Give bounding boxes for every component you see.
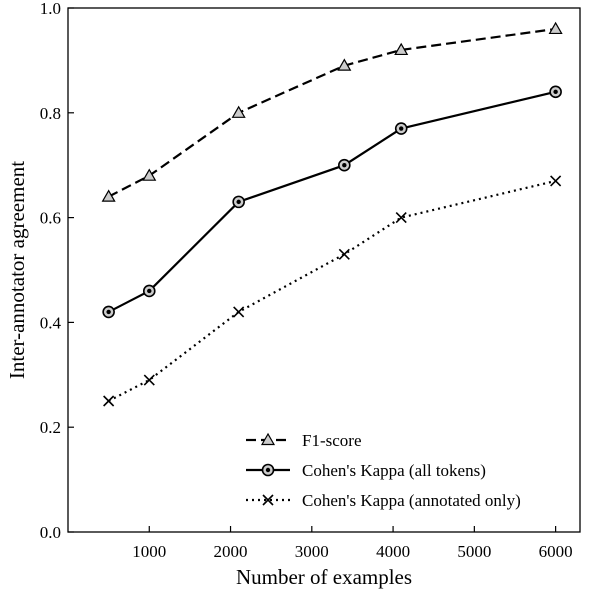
y-tick-label: 0.8 bbox=[40, 104, 61, 123]
x-tick-label: 2000 bbox=[214, 542, 248, 561]
legend-marker bbox=[262, 494, 274, 506]
x-tick-label: 3000 bbox=[295, 542, 329, 561]
x-tick-label: 4000 bbox=[376, 542, 410, 561]
data-point bbox=[394, 42, 409, 56]
data-point bbox=[549, 85, 562, 99]
x-axis-title: Number of examples bbox=[236, 565, 412, 589]
legend-item: Cohen's Kappa (all tokens) bbox=[246, 461, 486, 480]
series-line bbox=[108, 27, 556, 198]
y-tick-label: 0.0 bbox=[40, 523, 61, 542]
marker-x-stroke bbox=[550, 175, 562, 187]
legend-item: Cohen's Kappa (annotated only) bbox=[246, 491, 521, 510]
legend-marker bbox=[261, 463, 275, 477]
series-3 bbox=[103, 175, 562, 407]
data-point bbox=[143, 374, 155, 386]
marker-x-stroke bbox=[233, 306, 245, 318]
series-2 bbox=[102, 85, 562, 319]
marker-inner-dot bbox=[147, 288, 152, 294]
data-point bbox=[102, 305, 115, 319]
x-tick-label: 1000 bbox=[132, 542, 166, 561]
y-tick-label: 0.2 bbox=[40, 418, 61, 437]
data-point bbox=[103, 395, 115, 407]
data-point bbox=[550, 175, 562, 187]
series-line bbox=[108, 90, 556, 313]
marker-inner-dot bbox=[236, 199, 241, 205]
x-axis-ticks: 1000 2000 3000 4000 5000 6000 bbox=[132, 526, 573, 561]
y-axis-title: Inter-annotator agreement bbox=[5, 161, 29, 379]
y-tick-label: 0.4 bbox=[40, 313, 62, 332]
data-point bbox=[101, 189, 116, 202]
data-point bbox=[337, 58, 352, 71]
data-point bbox=[338, 248, 350, 260]
y-tick-label: 1.0 bbox=[40, 0, 61, 18]
data-point bbox=[394, 122, 408, 135]
marker-x-stroke bbox=[338, 248, 350, 260]
marker-x-stroke bbox=[262, 494, 274, 506]
data-point bbox=[548, 21, 563, 35]
data-point bbox=[142, 284, 156, 298]
x-tick-label: 5000 bbox=[457, 542, 491, 561]
marker-inner-dot bbox=[106, 309, 111, 315]
legend-label: F1-score bbox=[302, 431, 361, 450]
data-point bbox=[231, 105, 246, 118]
legend-item: F1-score bbox=[246, 431, 361, 450]
y-tick-label: 0.6 bbox=[40, 209, 61, 228]
legend: F1-score Cohen's Kappa (all tokens) Cohen'… bbox=[246, 431, 521, 510]
marker-x-stroke bbox=[143, 374, 155, 386]
data-point bbox=[233, 306, 245, 318]
marker-inner-dot bbox=[399, 126, 404, 131]
marker-inner-dot bbox=[553, 89, 558, 95]
legend-label: Cohen's Kappa (annotated only) bbox=[302, 491, 521, 510]
legend-marker bbox=[260, 432, 276, 446]
plot-area-frame bbox=[67, 7, 581, 533]
x-tick-label: 6000 bbox=[539, 542, 573, 561]
series-1 bbox=[101, 21, 563, 202]
data-point bbox=[142, 168, 157, 181]
marker-x-stroke bbox=[103, 395, 115, 407]
data-point bbox=[395, 212, 407, 224]
marker-inner-dot bbox=[342, 163, 347, 168]
marker-x-stroke bbox=[395, 212, 407, 224]
marker-inner-dot bbox=[265, 467, 271, 473]
y-axis-ticks: 0.0 0.2 0.4 0.6 0.8 1.0 bbox=[40, 0, 74, 542]
series-line bbox=[108, 179, 556, 402]
series-layer bbox=[101, 21, 563, 407]
legend-label: Cohen's Kappa (all tokens) bbox=[302, 461, 486, 480]
data-point bbox=[232, 195, 245, 209]
data-point bbox=[338, 158, 351, 172]
